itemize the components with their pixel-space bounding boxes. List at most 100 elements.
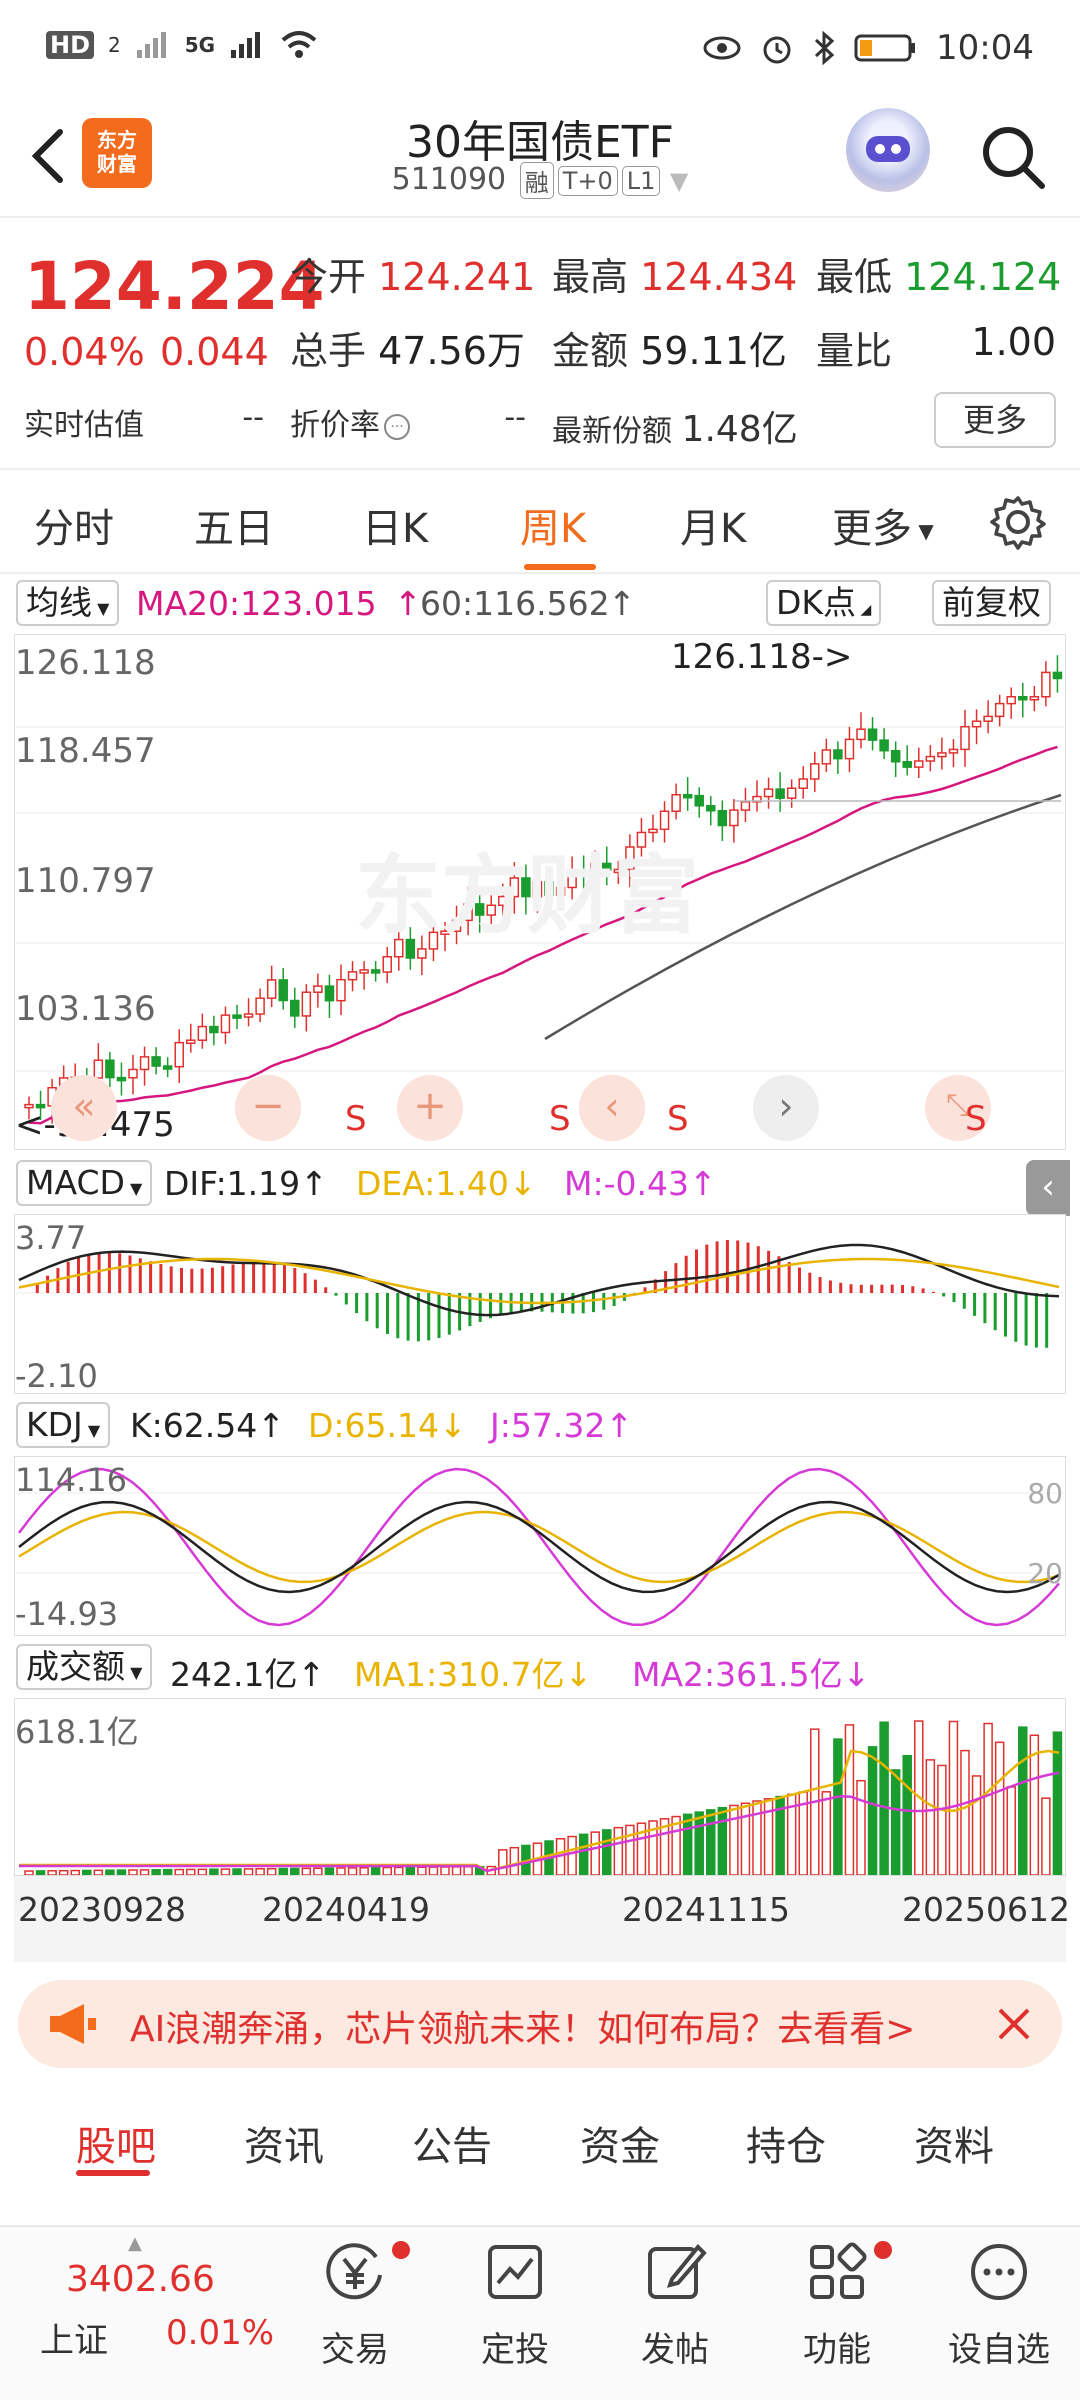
open-value: 124.241 xyxy=(378,255,536,299)
tag-l1: L1 xyxy=(621,165,661,196)
tab-five-day[interactable]: 五日 xyxy=(194,506,274,552)
open-label: 今开 xyxy=(290,255,367,299)
high-label: 最高 xyxy=(552,255,629,299)
adjust-mode-button[interactable]: 前复权 xyxy=(932,580,1051,626)
candle-body xyxy=(1029,696,1040,701)
info-icon[interactable]: ··· xyxy=(384,413,410,440)
tab-announcements[interactable]: 公告 xyxy=(412,2124,492,2170)
rewind-button[interactable]: « xyxy=(51,1075,117,1141)
zoom-out-button[interactable]: − xyxy=(235,1075,301,1141)
tab-news[interactable]: 资讯 xyxy=(244,2124,324,2170)
nav-post[interactable]: 发帖 xyxy=(600,2239,750,2371)
kdj-selector[interactable]: KDJ ▼ xyxy=(16,1402,111,1448)
candle-body xyxy=(232,1014,242,1019)
tab-funds[interactable]: 资金 xyxy=(580,2124,660,2170)
volume-field: 总手 47.56万 xyxy=(290,320,525,375)
nav-functions[interactable]: 功能 xyxy=(762,2239,912,2371)
candle-body xyxy=(590,862,600,873)
bottom-nav: ▲ 3402.66 上证 0.01% 交易 定投 发帖 功能 设自选 xyxy=(0,2225,1080,2400)
collapse-panel-button[interactable]: ‹ xyxy=(1026,1160,1070,1216)
candle-body xyxy=(370,969,381,974)
volume-bar xyxy=(844,1724,855,1876)
prev-button[interactable]: ‹ xyxy=(579,1075,645,1141)
fullscreen-button[interactable]: ⤡ xyxy=(925,1075,991,1141)
ma60-line xyxy=(544,793,1062,1041)
nav-trade[interactable]: 交易 xyxy=(280,2239,430,2371)
nav-functions-label: 功能 xyxy=(803,2330,871,2370)
candle-body xyxy=(266,979,277,999)
macd-selector[interactable]: MACD ▼ xyxy=(16,1160,153,1206)
candle-body xyxy=(740,801,751,811)
volume-bar xyxy=(1041,1797,1051,1876)
volume-ma2: MA2:361.5亿↓ xyxy=(632,1655,871,1694)
volume-bar xyxy=(220,1868,231,1876)
hd-badge: HD xyxy=(46,31,95,59)
candle-body xyxy=(220,1014,231,1034)
candle-body xyxy=(555,886,566,896)
volume-bar xyxy=(694,1811,704,1876)
macd-header: MACD ▼ DIF:1.19↑ DEA:1.40↓ M:-0.43↑ ‹ xyxy=(16,1160,1070,1216)
assistant-avatar[interactable] xyxy=(846,108,930,192)
ma-selector[interactable]: 均线 ▼ xyxy=(16,580,120,626)
tag-margin: 融 xyxy=(519,162,554,199)
candle-body xyxy=(105,1059,115,1079)
high-field: 最高 124.434 xyxy=(552,246,797,301)
candle-body xyxy=(417,948,427,959)
candle-body xyxy=(35,1103,46,1109)
candle-body xyxy=(856,728,866,741)
tab-intraday[interactable]: 分时 xyxy=(34,506,114,552)
volume-bar xyxy=(139,1869,150,1876)
tab-more[interactable]: 更多 ▼ xyxy=(832,496,934,554)
volume-current-value: 242.1亿 xyxy=(170,1655,298,1694)
kline-ylabel-2: 118.457 xyxy=(15,731,156,771)
nav-add-watchlist[interactable]: 设自选 xyxy=(924,2239,1074,2371)
dk-points-toggle[interactable]: DK点 ◢ xyxy=(766,580,882,626)
volume-ma1: MA1:310.7亿↓ xyxy=(354,1655,593,1694)
candle-body xyxy=(209,1025,219,1034)
security-code: 511090 xyxy=(391,162,507,197)
k-line xyxy=(18,1500,1060,1594)
amount-label: 金额 xyxy=(552,329,629,373)
caret-down-icon: ▼ xyxy=(82,1421,101,1440)
volume-bar xyxy=(833,1738,843,1876)
volume-bar xyxy=(509,1846,520,1876)
more-button[interactable]: 更多 xyxy=(934,392,1056,448)
volume-bar xyxy=(1018,1726,1028,1876)
zoom-in-button[interactable]: + xyxy=(397,1075,463,1141)
security-code-row[interactable]: 511090 融 T+0 L1 ▼ xyxy=(0,162,1080,199)
volume-bar xyxy=(960,1749,970,1876)
kline-panel[interactable]: 126.118 118.457 110.797 103.136 126.118-… xyxy=(14,634,1066,1150)
kdj-d: D:65.14↓ xyxy=(308,1406,467,1445)
volume-bar xyxy=(394,1866,404,1876)
tab-profile[interactable]: 资料 xyxy=(914,2124,994,2170)
candle-body xyxy=(648,828,658,834)
notification-dot xyxy=(392,2241,410,2259)
candle-body xyxy=(682,793,693,799)
macd-ymax: 3.77 xyxy=(15,1219,87,1257)
search-icon[interactable] xyxy=(978,122,1048,192)
volume-bar xyxy=(128,1869,138,1876)
candle-body xyxy=(24,1103,34,1109)
candle-body xyxy=(347,971,358,981)
back-icon[interactable] xyxy=(24,126,74,186)
tab-daily-k[interactable]: 日K xyxy=(362,506,429,552)
volume-bar xyxy=(440,1866,450,1876)
candle-body xyxy=(521,877,531,898)
volume-bar xyxy=(336,1867,346,1876)
close-icon[interactable] xyxy=(994,2004,1034,2044)
candle-body xyxy=(717,809,728,827)
tab-forum[interactable]: 股吧 xyxy=(76,2124,156,2170)
tab-holdings[interactable]: 持仓 xyxy=(746,2124,826,2170)
volume-selector[interactable]: 成交额 ▼ xyxy=(16,1644,153,1690)
candle-body xyxy=(775,788,785,799)
nav-invest-plan[interactable]: 定投 xyxy=(440,2239,590,2371)
ad-banner[interactable]: AI浪潮奔涌，芯片领航未来！如何布局？去看看> xyxy=(18,1980,1062,2068)
tab-monthly-k[interactable]: 月K xyxy=(680,506,747,552)
next-button[interactable]: › xyxy=(753,1075,819,1141)
gear-icon[interactable] xyxy=(990,494,1046,550)
volume-bar xyxy=(24,1870,34,1876)
change-percent: 0.04% xyxy=(24,330,145,374)
tab-weekly-k[interactable]: 周K xyxy=(520,506,587,552)
candle-body xyxy=(498,895,508,907)
volume-bar xyxy=(717,1806,728,1876)
